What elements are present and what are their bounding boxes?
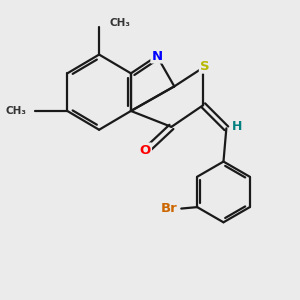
Text: CH₃: CH₃ — [109, 18, 130, 28]
Text: H: H — [232, 120, 242, 134]
Text: S: S — [200, 60, 209, 73]
Text: N: N — [152, 50, 163, 62]
Text: Br: Br — [161, 202, 178, 215]
Text: O: O — [140, 143, 151, 157]
Text: CH₃: CH₃ — [6, 106, 27, 116]
